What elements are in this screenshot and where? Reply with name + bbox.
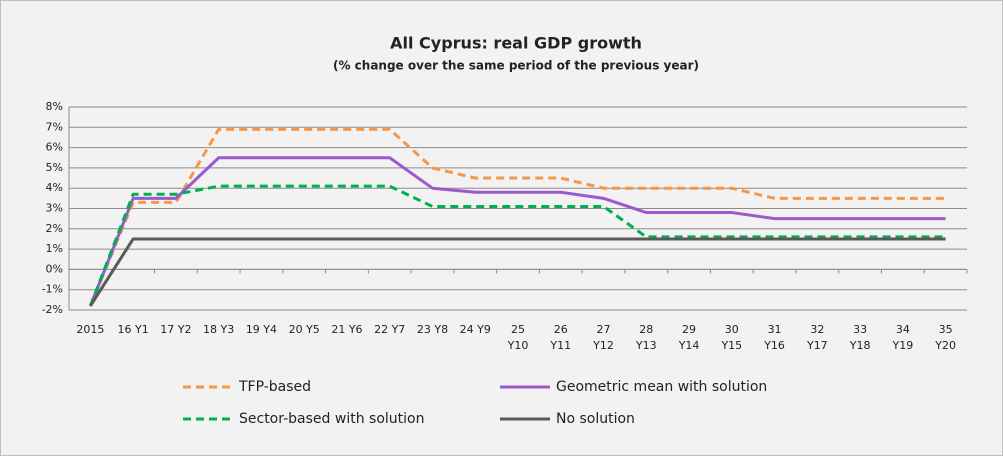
y-tick-label: 5% — [46, 161, 63, 174]
y-tick-label: 6% — [46, 141, 63, 154]
y-tick-label: 7% — [46, 120, 63, 133]
x-tick-label: 23 Y8 — [417, 323, 448, 336]
x-tick-label: 20 Y5 — [289, 323, 320, 336]
x-tick-label: 32 Y17 — [806, 323, 828, 352]
x-tick-label: 21 Y6 — [331, 323, 362, 336]
x-tick-label: 29 Y14 — [678, 323, 700, 352]
x-tick-label: 16 Y1 — [118, 323, 149, 336]
y-tick-label: 1% — [46, 242, 63, 255]
x-tick-label: 28 Y13 — [635, 323, 657, 352]
x-tick-label: 25 Y10 — [507, 323, 529, 352]
x-tick-label: 24 Y9 — [460, 323, 491, 336]
y-tick-label: 3% — [46, 202, 63, 215]
series-line — [88, 184, 946, 307]
x-tick-label: 17 Y2 — [160, 323, 191, 336]
x-tick-label: 30 Y15 — [720, 323, 742, 352]
chart-title: All Cyprus: real GDP growth — [390, 34, 642, 53]
x-tick-label: 31 Y16 — [763, 323, 785, 352]
series-line — [88, 156, 946, 307]
legend-label: Sector-based with solution — [239, 411, 424, 427]
x-tick-label: 22 Y7 — [374, 323, 405, 336]
y-tick-label: 4% — [46, 181, 63, 194]
legend-label: Geometric mean with solution — [556, 379, 767, 395]
x-tick-label: 19 Y4 — [246, 323, 277, 336]
y-tick-label: -2% — [42, 303, 63, 316]
chart-subtitle: (% change over the same period of the pr… — [333, 59, 699, 73]
legend-label: TFP-based — [238, 379, 311, 395]
x-tick-label: 34 Y19 — [891, 323, 913, 352]
y-tick-label: 0% — [46, 262, 63, 275]
legend-label: No solution — [556, 411, 635, 427]
y-tick-label: 8% — [46, 100, 63, 113]
x-tick-label: 18 Y3 — [203, 323, 234, 336]
series-line — [88, 127, 946, 307]
x-tick-label: 26 Y11 — [549, 323, 571, 352]
series-line — [89, 237, 946, 307]
y-tick-label: -1% — [42, 283, 63, 296]
x-tick-label: 27 Y12 — [592, 323, 614, 352]
x-tick-label: 2015 — [76, 323, 104, 336]
x-tick-label: 35 Y20 — [934, 323, 956, 352]
x-tick-label: 33 Y18 — [849, 323, 871, 352]
y-tick-label: 2% — [46, 222, 63, 235]
